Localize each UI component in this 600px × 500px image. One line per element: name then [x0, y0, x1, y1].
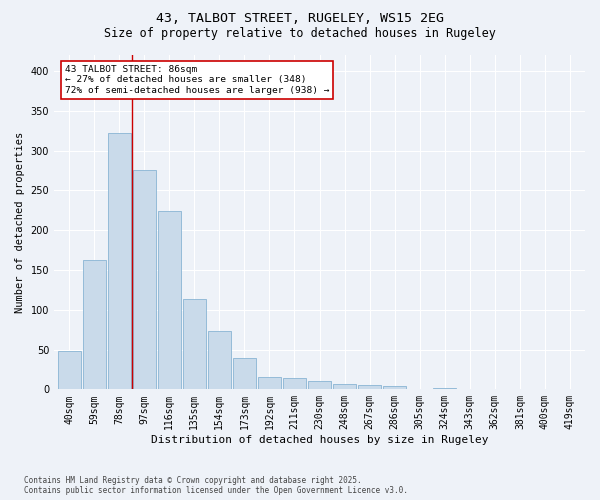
Bar	[433, 388, 456, 390]
Bar	[83, 260, 106, 390]
Bar	[208, 331, 231, 390]
X-axis label: Distribution of detached houses by size in Rugeley: Distribution of detached houses by size …	[151, 435, 488, 445]
Bar	[258, 376, 281, 390]
Y-axis label: Number of detached properties: Number of detached properties	[15, 132, 25, 313]
Bar	[508, 388, 532, 390]
Bar	[383, 386, 406, 390]
Text: 43 TALBOT STREET: 86sqm
← 27% of detached houses are smaller (348)
72% of semi-d: 43 TALBOT STREET: 86sqm ← 27% of detache…	[65, 65, 329, 95]
Bar	[107, 133, 131, 390]
Text: Contains HM Land Registry data © Crown copyright and database right 2025.: Contains HM Land Registry data © Crown c…	[24, 476, 362, 485]
Bar	[158, 211, 181, 390]
Bar	[559, 388, 581, 390]
Bar	[58, 351, 80, 390]
Bar	[408, 388, 431, 390]
Bar	[233, 358, 256, 390]
Text: 43, TALBOT STREET, RUGELEY, WS15 2EG: 43, TALBOT STREET, RUGELEY, WS15 2EG	[156, 12, 444, 26]
Bar	[283, 378, 306, 390]
Bar	[133, 170, 156, 390]
Text: Contains public sector information licensed under the Open Government Licence v3: Contains public sector information licen…	[24, 486, 408, 495]
Bar	[308, 382, 331, 390]
Bar	[333, 384, 356, 390]
Bar	[358, 386, 381, 390]
Bar	[183, 300, 206, 390]
Text: Size of property relative to detached houses in Rugeley: Size of property relative to detached ho…	[104, 28, 496, 40]
